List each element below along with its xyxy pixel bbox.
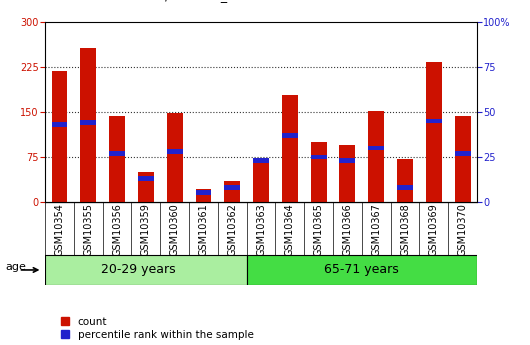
Legend: count, percentile rank within the sample: count, percentile rank within the sample (61, 317, 253, 340)
Text: GSM10366: GSM10366 (342, 204, 352, 256)
Bar (340, 145, 355, 202)
Bar (311, 155, 326, 159)
Bar (426, 119, 441, 124)
Text: GSM10367: GSM10367 (371, 204, 381, 256)
Text: GSM10369: GSM10369 (429, 204, 439, 256)
Bar (368, 146, 384, 150)
Bar (282, 95, 298, 202)
Bar (109, 116, 125, 202)
Text: GSM10355: GSM10355 (83, 204, 93, 256)
Bar (167, 113, 182, 202)
Bar (109, 151, 125, 156)
Bar (224, 181, 240, 202)
Bar (282, 133, 298, 138)
Bar (51, 71, 67, 202)
Bar (196, 189, 211, 202)
Bar (311, 142, 326, 202)
Bar (253, 158, 269, 163)
Bar (51, 122, 67, 127)
Bar (138, 176, 154, 181)
Bar (246, 255, 477, 285)
Text: 65-71 years: 65-71 years (324, 264, 399, 276)
Text: GSM10359: GSM10359 (141, 204, 151, 256)
Bar (340, 158, 355, 163)
Bar (397, 185, 413, 190)
Bar (253, 163, 269, 202)
Bar (426, 62, 441, 202)
Text: GSM10365: GSM10365 (314, 204, 324, 256)
Bar (455, 151, 471, 156)
Text: GSM10354: GSM10354 (55, 204, 65, 256)
Bar (455, 116, 471, 202)
Text: age: age (5, 262, 26, 272)
Text: GSM10364: GSM10364 (285, 204, 295, 256)
Text: GSM10356: GSM10356 (112, 204, 122, 256)
Bar (81, 48, 96, 202)
Bar (81, 120, 96, 125)
Bar (196, 190, 211, 195)
Bar (167, 149, 182, 154)
Text: GSM10361: GSM10361 (198, 204, 208, 256)
Bar (45, 255, 246, 285)
Text: GSM10362: GSM10362 (227, 204, 237, 256)
Text: GSM10363: GSM10363 (256, 204, 266, 256)
Text: GDS473 / 243838_at: GDS473 / 243838_at (110, 0, 240, 2)
Bar (224, 185, 240, 190)
Text: GSM10360: GSM10360 (170, 204, 180, 256)
Bar (397, 159, 413, 202)
Bar (138, 172, 154, 202)
Bar (368, 111, 384, 202)
Text: GSM10368: GSM10368 (400, 204, 410, 256)
Text: 20-29 years: 20-29 years (101, 264, 176, 276)
Text: GSM10370: GSM10370 (457, 204, 467, 256)
